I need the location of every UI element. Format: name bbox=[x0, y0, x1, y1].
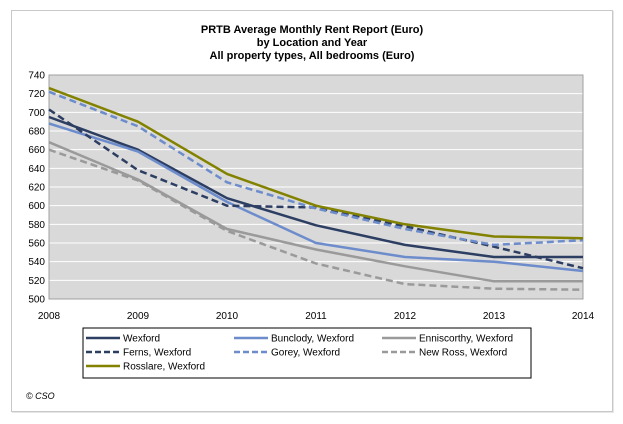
footer-source: © CSO bbox=[26, 391, 55, 401]
y-tick-label: 720 bbox=[28, 89, 45, 100]
series-line-2 bbox=[48, 122, 584, 273]
legend-box bbox=[82, 327, 532, 379]
y-tick-label: 560 bbox=[28, 239, 45, 250]
legend-label: New Ross, Wexford bbox=[419, 348, 507, 359]
x-tick-label: 2009 bbox=[127, 311, 150, 322]
x-tick-label: 2012 bbox=[394, 311, 417, 322]
title-line-2: by Location and Year bbox=[257, 37, 368, 49]
x-tick-label: 2008 bbox=[38, 311, 61, 322]
series-lines bbox=[48, 86, 584, 291]
legend: Wexford Bunclody, Wexford Enniscorthy, Wex… bbox=[82, 327, 532, 379]
y-tick-label: 500 bbox=[28, 295, 45, 306]
x-tick-label: 2014 bbox=[572, 311, 595, 322]
series-line-7 bbox=[48, 86, 584, 240]
series-line-5 bbox=[48, 90, 584, 247]
title-line-1: PRTB Average Monthly Rent Report (Euro) bbox=[201, 24, 424, 36]
line-chart: PRTB Average Monthly Rent Report (Euro)b… bbox=[26, 24, 595, 401]
x-axis: 2008 2009 2010 2011 2012 2013 2014 bbox=[38, 311, 595, 322]
legend-label: Wexford bbox=[123, 334, 160, 345]
x-tick-label: 2011 bbox=[305, 311, 327, 322]
legend-label: Bunclody, Wexford bbox=[271, 334, 354, 345]
series-line-1 bbox=[48, 115, 583, 259]
y-tick-label: 700 bbox=[28, 108, 45, 119]
y-axis: 500 520 540 560 580 600 620 640 660 680 700 720 740 bbox=[28, 71, 45, 306]
y-tick-label: 600 bbox=[28, 201, 45, 212]
series-line-6 bbox=[48, 148, 584, 291]
y-tick-label: 640 bbox=[28, 164, 45, 175]
series-line-4 bbox=[48, 108, 584, 270]
title-line-3: All property types, All bedrooms (Euro) bbox=[210, 50, 415, 62]
legend-label: Gorey, Wexford bbox=[271, 348, 340, 359]
legend-label: Rosslare, Wexford bbox=[123, 362, 205, 373]
chart-frame: PRTB Average Monthly Rent Report (Euro) b… bbox=[11, 10, 613, 412]
y-tick-label: 620 bbox=[28, 183, 45, 194]
footer: © CSO bbox=[26, 391, 55, 401]
chart-title: PRTB Average Monthly Rent Report (Euro)b… bbox=[201, 24, 424, 62]
y-tick-label: 540 bbox=[28, 257, 45, 268]
legend-label: Ferns, Wexford bbox=[123, 348, 191, 359]
x-tick-label: 2013 bbox=[483, 311, 506, 322]
y-tick-label: 520 bbox=[28, 276, 45, 287]
y-tick-label: 740 bbox=[28, 71, 45, 82]
y-tick-label: 580 bbox=[28, 220, 45, 231]
y-tick-label: 680 bbox=[28, 127, 45, 138]
y-tick-label: 660 bbox=[28, 145, 45, 156]
legend-label: Enniscorthy, Wexford bbox=[419, 334, 513, 345]
plot-border bbox=[48, 74, 584, 300]
x-tick-label: 2010 bbox=[216, 311, 239, 322]
